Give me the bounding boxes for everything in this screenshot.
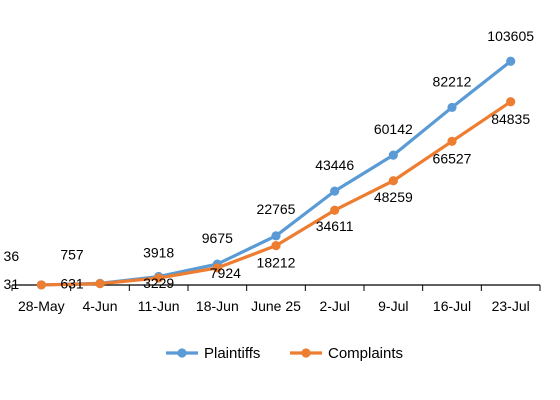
data-label-complaints: 7924 <box>210 265 241 281</box>
data-point-complaints <box>388 176 398 186</box>
series-line-plaintiffs <box>41 59 512 287</box>
data-label-complaints: 631 <box>60 276 84 292</box>
data-point-plaintiffs <box>388 150 398 160</box>
x-tick-label: 18-Jun <box>196 298 239 314</box>
x-tick-label: 9-Jul <box>378 298 408 314</box>
data-label-complaints: 18212 <box>257 255 296 271</box>
data-label-complaints: 48259 <box>374 189 413 205</box>
data-label-plaintiffs: 82212 <box>433 73 472 89</box>
data-label-plaintiffs: 60142 <box>374 121 413 137</box>
legend-item-complaints[interactable]: Complaints <box>290 345 403 362</box>
data-point-plaintiffs <box>506 56 516 66</box>
data-label-complaints: 3229 <box>143 275 174 291</box>
data-label-plaintiffs: 36 <box>4 248 20 264</box>
x-axis: 28-May 4-Jun 11-Jun 18-Jun June 25 2-Jul 9-Jul… <box>11 284 541 314</box>
x-tick-label: 23-Jul <box>492 298 530 314</box>
legend-swatch-marker <box>301 348 311 358</box>
data-label-plaintiffs: 43446 <box>315 157 354 173</box>
data-point-plaintiffs <box>330 186 340 196</box>
data-label-complaints: 31 <box>4 276 20 292</box>
data-label-plaintiffs: 3918 <box>143 245 174 261</box>
x-tick-label: 2-Jul <box>319 298 349 314</box>
legend[interactable]: Plaintiffs Complaints <box>166 345 403 362</box>
data-labels: 36 757 3918 9675 22765 43446 60142 82212 103605 3… <box>4 28 535 292</box>
data-point-complaints <box>271 241 281 251</box>
x-tick-label: 11-Jun <box>138 298 180 314</box>
data-point-complaints <box>212 263 222 273</box>
data-label-plaintiffs: 757 <box>60 246 84 262</box>
data-point-plaintiffs <box>447 102 457 113</box>
data-point-complaints <box>506 97 516 107</box>
data-point-complaints <box>154 273 164 283</box>
data-label-plaintiffs: 103605 <box>487 28 534 44</box>
legend-swatch-marker <box>177 348 187 358</box>
data-label-complaints: 84835 <box>491 111 530 127</box>
data-point-complaints <box>36 280 46 290</box>
series-layer <box>36 56 516 290</box>
x-tick-label: 28-May <box>18 298 65 314</box>
data-label-plaintiffs: 9675 <box>202 230 233 246</box>
x-tick-label: 16-Jul <box>433 298 471 314</box>
legend-label: Plaintiffs <box>204 345 260 362</box>
data-point-complaints <box>330 205 340 215</box>
data-point-plaintiffs <box>271 231 281 241</box>
data-label-plaintiffs: 22765 <box>257 201 296 217</box>
legend-label: Complaints <box>328 345 403 362</box>
data-label-complaints: 34611 <box>316 218 354 234</box>
x-tick-label: 4-Jun <box>82 298 117 314</box>
x-tick-label: June 25 <box>251 298 301 314</box>
data-point-complaints <box>447 136 457 146</box>
data-label-complaints: 66527 <box>433 150 472 166</box>
legend-item-plaintiffs[interactable]: Plaintiffs <box>166 345 260 362</box>
data-point-complaints <box>95 279 105 289</box>
